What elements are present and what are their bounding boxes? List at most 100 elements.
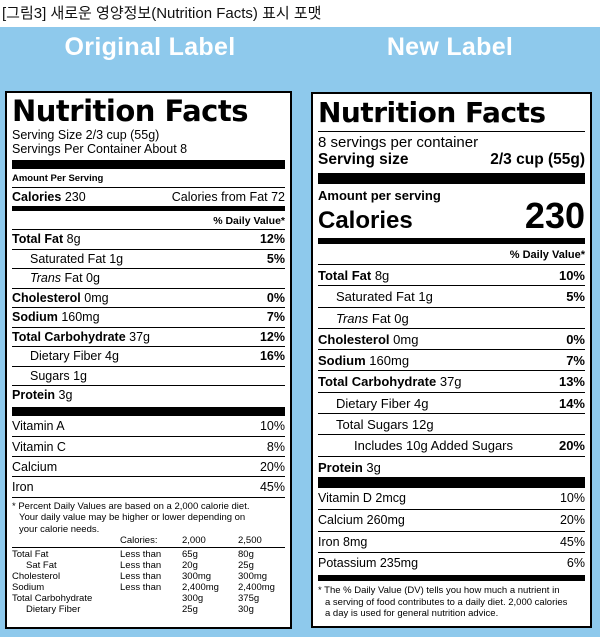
vitamin-name: Calcium 260mg	[318, 513, 405, 528]
nutrient-name: Trans	[30, 271, 62, 285]
nutrient-amount: 160mg	[61, 310, 100, 324]
vitamin-name: Potassium 235mg	[318, 555, 419, 570]
new-nutrient-row: Saturated Fat 1g 5%	[318, 285, 585, 306]
new-medium-divider	[318, 575, 585, 582]
nutrient-daily-value: 0%	[566, 331, 585, 347]
nutrient-amount: 3g	[58, 388, 73, 402]
new-medium-divider	[318, 238, 585, 244]
new-thick-divider	[318, 173, 585, 184]
new-nutrient-row: Trans Fat 0g	[318, 306, 585, 328]
vitamin-daily-value: 45%	[559, 534, 585, 549]
table-row: Sat Fat Less than 20g 25g	[12, 560, 285, 571]
nutrient-name: Trans	[336, 310, 369, 326]
nutrient-amount: Fat 0g	[371, 310, 409, 326]
table-header-cell: 2,000	[182, 535, 206, 546]
footnote-line: * Percent Daily Values are based on a 2,…	[12, 500, 250, 512]
table-cell: Dietary Fiber	[26, 604, 81, 615]
vitamin-name: Vitamin C	[12, 439, 66, 454]
nutrient-daily-value: 10%	[558, 268, 585, 283]
nutrient-daily-value: 7%	[266, 310, 285, 324]
nutrient-name: Dietary Fiber	[336, 395, 411, 411]
new-daily-value-header: % Daily Value*	[509, 249, 585, 261]
original-daily-value-header-row: % Daily Value*	[12, 211, 285, 229]
table-cell: 300mg	[182, 571, 212, 582]
original-vitamin-row: Vitamin C 8%	[12, 435, 285, 456]
nutrient-name: Total Carbohydrate	[318, 374, 437, 390]
new-nutrition-label: Nutrition Facts 8 servings per container…	[311, 92, 592, 628]
table-header-cell: Calories:	[120, 535, 158, 546]
nutrient-daily-value: 7%	[566, 353, 585, 369]
nutrient-name: Sugars	[30, 368, 70, 383]
new-nutrient-row: Total Carbohydrate 37g 13%	[318, 370, 585, 391]
nutrient-name: Sodium	[12, 310, 58, 324]
new-calories-label: Calories	[318, 207, 413, 234]
nutrient-daily-value: 0%	[266, 290, 285, 305]
original-nutrient-row: Saturated Fat 1g 5%	[12, 248, 285, 269]
nutrient-amount: 8g	[374, 268, 390, 283]
table-cell: Less than	[120, 571, 162, 582]
vitamin-daily-value: 6%	[566, 555, 585, 570]
vitamin-name: Vitamin D 2mcg	[318, 490, 406, 505]
vitamin-daily-value: 45%	[259, 479, 285, 494]
footnote-line: a serving of food contributes to a daily…	[325, 596, 568, 608]
table-cell: Cholesterol	[12, 571, 61, 582]
original-serving-size: Serving Size 2/3 cup (55g)	[12, 128, 160, 142]
table-cell: 65g	[182, 549, 198, 560]
new-vitamin-row: Calcium 260mg 20%	[318, 509, 585, 530]
table-cell: 300mg	[238, 571, 268, 582]
original-label-heading: Original Label	[64, 33, 236, 61]
table-cell: 25g	[238, 560, 254, 571]
table-cell: 2,400mg	[182, 582, 219, 593]
table-header-cell: 2,500	[238, 535, 262, 546]
nutrient-name: Sodium	[318, 353, 366, 369]
new-vitamin-row: Iron 8mg 45%	[318, 530, 585, 552]
figure-caption: [그림3] 새로운 영양정보(Nutrition Facts) 표시 포맷	[2, 5, 322, 22]
new-calories-value: 230	[524, 195, 585, 236]
original-calories-value: 230	[64, 190, 86, 204]
table-cell: Total Fat	[12, 549, 49, 560]
new-nutrient-row: Total Sugars 12g	[318, 413, 585, 434]
new-nutrient-row: Cholesterol 0mg 0%	[318, 327, 585, 349]
vitamin-daily-value: 8%	[266, 439, 285, 454]
vitamin-daily-value: 20%	[559, 513, 585, 528]
nutrient-amount: 37g	[439, 374, 462, 390]
table-cell	[120, 604, 182, 615]
table-row: Sodium Less than 2,400mg 2,400mg	[12, 582, 285, 593]
original-nutrient-row: Sodium 160mg 7%	[12, 307, 285, 327]
nutrient-amount: 1g	[109, 251, 124, 266]
nutrient-amount: 8g	[66, 232, 81, 246]
new-serving-size-row: Serving size 2/3 cup (55g)	[318, 151, 585, 169]
nutrient-amount: 12g	[411, 417, 434, 433]
nutrient-daily-value: 14%	[558, 395, 585, 411]
footnote-line: Your daily value may be higher or lower …	[19, 512, 246, 523]
nutrient-name: Includes 10g Added Sugars	[354, 438, 514, 454]
new-daily-value-header-row: % Daily Value*	[318, 244, 585, 264]
original-nutrient-row: Dietary Fiber 4g 16%	[12, 346, 285, 366]
nutrient-name: Total Carbohydrate	[12, 329, 126, 344]
original-vitamin-row: Vitamin A 10%	[12, 416, 285, 436]
nutrient-daily-value: 13%	[558, 374, 585, 390]
original-footnote: * Percent Daily Values are based on a 2,…	[12, 496, 285, 536]
nutrient-name: Dietary Fiber	[30, 349, 102, 363]
original-calories-label: Calories	[12, 190, 62, 204]
nutrient-amount: 4g	[105, 349, 119, 363]
vitamin-name: Vitamin A	[12, 418, 65, 433]
vitamin-name: Iron	[12, 479, 34, 494]
new-nutrient-row: Protein 3g	[318, 455, 585, 477]
nutrient-amount: 0mg	[393, 331, 419, 347]
nutrient-name: Cholesterol	[12, 290, 81, 305]
table-row: Total Carbohydrate 300g 375g	[12, 593, 285, 604]
nutrient-name: Total Fat	[12, 232, 64, 246]
nutrient-daily-value: 5%	[266, 251, 285, 266]
new-serving-size-label: Serving size	[318, 151, 409, 168]
original-nutrient-row: Protein 3g	[12, 385, 285, 405]
nutrient-amount: 1g	[418, 289, 433, 305]
nutrient-name: Protein	[318, 459, 363, 475]
table-cell	[120, 593, 182, 604]
table-cell: Less than	[120, 560, 162, 571]
table-cell: 2,400mg	[238, 582, 275, 593]
new-vitamin-row: Potassium 235mg 6%	[318, 551, 585, 573]
nutrient-amount: 4g	[414, 395, 429, 411]
new-nutrient-row: Includes 10g Added Sugars 20%	[318, 434, 585, 455]
original-nutrient-row: Total Fat 8g 12%	[12, 229, 285, 249]
